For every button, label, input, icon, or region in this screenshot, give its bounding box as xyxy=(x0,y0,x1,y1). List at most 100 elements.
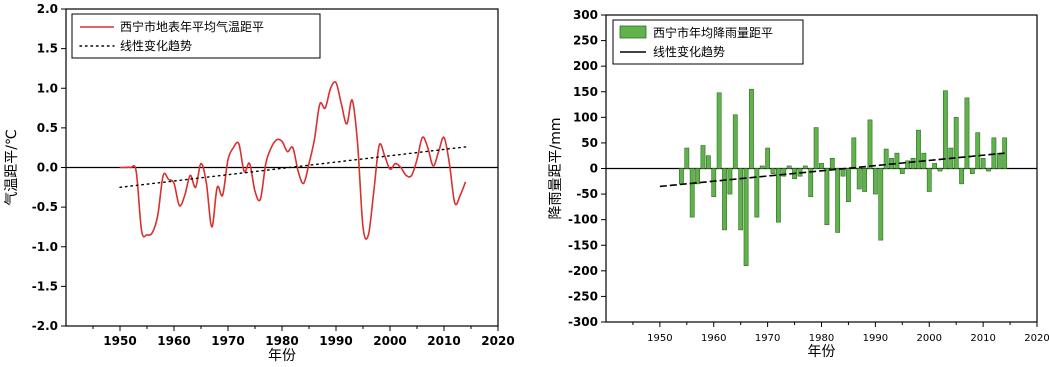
legend-label-temperature: 西宁市地表年平均气温距平 xyxy=(120,19,264,34)
precipitation-bar xyxy=(975,132,981,169)
y-tick-label: -50 xyxy=(576,187,598,201)
x-tick-label: 1980 xyxy=(809,333,834,344)
precipitation-bar xyxy=(953,117,959,169)
x-tick-label: 1980 xyxy=(265,334,298,348)
precipitation-bar xyxy=(824,168,830,226)
precipitation-bar xyxy=(727,168,733,195)
precipitation-bar xyxy=(829,157,835,169)
y-tick-label: -250 xyxy=(568,289,598,303)
precipitation-bar xyxy=(867,119,873,169)
x-tick-label: 2020 xyxy=(1024,333,1049,344)
y-tick-label: 250 xyxy=(573,34,598,48)
x-tick-label: 1960 xyxy=(157,334,190,348)
precipitation-bar xyxy=(986,168,991,172)
y-tick-label: -200 xyxy=(568,264,598,278)
x-tick-label: 2020 xyxy=(481,334,514,348)
precipitation-bar xyxy=(738,168,744,231)
y-tick-label: 100 xyxy=(573,110,598,124)
precipitation-bar xyxy=(851,137,857,169)
precipitation-bar xyxy=(991,137,997,169)
y-tick-label: 0.5 xyxy=(37,121,58,135)
precipitation-bar xyxy=(819,163,824,169)
precipitation-bar xyxy=(905,160,911,169)
precipitation-bar xyxy=(802,165,808,169)
precipitation-bar xyxy=(770,168,776,174)
precipitation-bar xyxy=(808,168,814,197)
precipitation-bar xyxy=(754,168,760,218)
precipitation-bar xyxy=(716,92,722,169)
precipitation-bar xyxy=(781,168,787,177)
precipitation-bar xyxy=(964,97,970,169)
y-tick-label: -100 xyxy=(568,213,598,227)
precipitation-bar xyxy=(846,168,851,203)
precipitation-bar xyxy=(856,168,862,190)
precipitation-bar xyxy=(996,152,1002,169)
precipitation-bar xyxy=(969,168,975,174)
precipitation-bar xyxy=(980,157,986,169)
precipitation-bar xyxy=(743,168,749,267)
legend-label-precipitation: 西宁市年均降雨量距平 xyxy=(653,25,773,40)
y-tick-label: 0 xyxy=(590,162,598,176)
x-tick-label: 1970 xyxy=(755,333,780,344)
y-tick-label: 1.0 xyxy=(37,81,58,95)
precipitation-bar xyxy=(937,168,943,172)
precipitation-bar xyxy=(722,168,727,231)
precipitation-bar xyxy=(684,147,690,169)
x-tick-label: 2000 xyxy=(373,334,406,348)
precipitation-bar xyxy=(749,88,754,169)
precipitation-bar xyxy=(899,168,905,174)
y-tick-label: -1.5 xyxy=(32,279,58,293)
legend-label-trend: 线性变化趋势 xyxy=(120,38,192,53)
precipitation-bar xyxy=(835,168,841,233)
x-tick-label: 1990 xyxy=(319,334,352,348)
precipitation-bar xyxy=(872,168,878,195)
precipitation-bar xyxy=(894,152,900,169)
precipitation-bar xyxy=(943,90,948,169)
precipitation-bar xyxy=(711,168,717,197)
y-tick-label: -300 xyxy=(568,315,598,329)
precipitation-bar xyxy=(765,147,771,169)
temperature-anomaly-line xyxy=(120,81,467,240)
y-tick-label: -1.0 xyxy=(32,240,58,254)
y-tick-label: 1.5 xyxy=(37,42,58,56)
y-tick-label: -0.5 xyxy=(32,200,58,214)
precipitation-bar xyxy=(689,168,695,218)
precipitation-bar xyxy=(878,168,884,241)
x-tick-label: 1960 xyxy=(701,333,726,344)
x-tick-label: 1970 xyxy=(211,334,244,348)
precipitation-bar xyxy=(732,114,738,169)
x-tick-label: 2010 xyxy=(427,334,460,348)
precipitation-bar xyxy=(932,163,938,169)
legend-label-trend: 线性变化趋势 xyxy=(653,44,725,59)
legend-box xyxy=(71,13,321,59)
y-tick-label: 0.0 xyxy=(37,161,58,175)
y-tick-label: 150 xyxy=(573,85,598,99)
y-axis-title: 气温距平/℃ xyxy=(4,129,20,205)
precipitation-bar xyxy=(775,168,781,223)
y-axis-title: 降雨量距平/mm xyxy=(548,118,564,220)
x-tick-label: 1950 xyxy=(647,333,672,344)
precipitation-bar xyxy=(679,168,684,185)
precipitation-bar xyxy=(786,165,792,169)
y-tick-label: -150 xyxy=(568,238,598,252)
precipitation-bar xyxy=(910,157,916,169)
y-tick-label: 50 xyxy=(581,136,598,150)
x-tick-label: 2010 xyxy=(970,333,995,344)
precipitation-bar xyxy=(700,145,706,169)
x-axis-title: 年份 xyxy=(268,348,296,364)
precipitation-bar xyxy=(695,168,700,185)
precipitation-bar xyxy=(926,168,932,192)
x-axis-title: 年份 xyxy=(808,344,836,360)
precipitation-bar xyxy=(813,127,819,169)
y-tick-label: 2.0 xyxy=(37,2,58,16)
x-tick-label: 1990 xyxy=(863,333,888,344)
y-tick-label: 300 xyxy=(573,8,598,22)
y-tick-label: 200 xyxy=(573,59,598,73)
precipitation-bar xyxy=(959,168,964,185)
precipitation-bar xyxy=(705,155,711,169)
x-tick-label: 2000 xyxy=(917,333,942,344)
precipitation-bar xyxy=(916,129,921,169)
legend-swatch-precipitation xyxy=(619,25,647,39)
precipitation-bar xyxy=(759,165,765,169)
